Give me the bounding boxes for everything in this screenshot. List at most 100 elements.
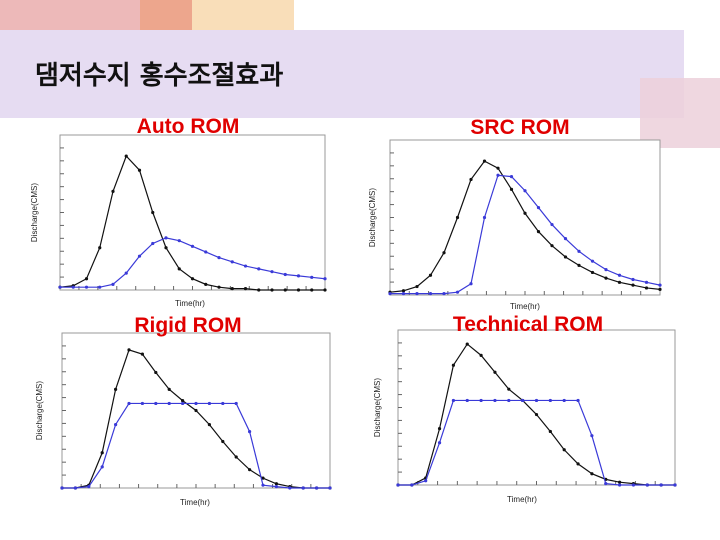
chart-title: SRC ROM bbox=[470, 116, 569, 139]
point bbox=[204, 250, 208, 254]
point bbox=[111, 282, 115, 286]
point bbox=[507, 387, 511, 391]
point bbox=[248, 430, 252, 434]
point bbox=[536, 206, 541, 210]
y-axis-label: Discharge(CMS) bbox=[368, 188, 377, 247]
point bbox=[301, 486, 305, 490]
y-axis-label: Discharge(CMS) bbox=[373, 378, 382, 437]
point bbox=[217, 255, 221, 260]
point bbox=[659, 483, 663, 487]
point bbox=[617, 280, 622, 284]
point bbox=[509, 175, 514, 179]
point bbox=[493, 398, 497, 403]
point bbox=[548, 429, 552, 434]
point bbox=[270, 288, 274, 292]
chart-title: Rigid ROM bbox=[134, 314, 241, 337]
point bbox=[221, 401, 225, 406]
point bbox=[243, 264, 248, 268]
point bbox=[618, 480, 622, 484]
plot-frame bbox=[59, 134, 326, 291]
point bbox=[261, 476, 265, 480]
slide-title: 댐저수지 홍수조절효과 bbox=[35, 61, 283, 91]
point bbox=[151, 241, 155, 246]
x-axis-label: Time(hr) bbox=[510, 302, 540, 311]
point bbox=[167, 401, 171, 406]
point bbox=[493, 370, 497, 374]
point bbox=[509, 187, 514, 191]
point bbox=[455, 290, 460, 294]
plot-frame bbox=[389, 139, 661, 296]
point bbox=[534, 398, 539, 403]
point bbox=[127, 348, 131, 352]
point bbox=[164, 236, 168, 240]
point bbox=[479, 353, 483, 357]
point bbox=[507, 398, 511, 403]
y-axis-label: Discharge(CMS) bbox=[35, 381, 44, 440]
point bbox=[673, 483, 677, 487]
point bbox=[310, 288, 314, 292]
point bbox=[401, 291, 406, 296]
x-axis-label: Time(hr) bbox=[180, 498, 210, 507]
point bbox=[190, 277, 195, 281]
point bbox=[604, 481, 608, 486]
point bbox=[257, 288, 261, 292]
point bbox=[230, 260, 234, 264]
point bbox=[114, 387, 118, 391]
point bbox=[310, 275, 314, 279]
point bbox=[167, 387, 171, 391]
point bbox=[645, 483, 649, 487]
point bbox=[296, 274, 301, 278]
point bbox=[140, 352, 144, 356]
y-axis-label: Discharge(CMS) bbox=[30, 183, 39, 242]
point bbox=[217, 285, 221, 289]
point bbox=[137, 168, 142, 172]
point bbox=[283, 288, 287, 292]
plot-frame bbox=[397, 329, 676, 486]
point bbox=[257, 267, 261, 271]
point bbox=[127, 401, 131, 406]
point bbox=[562, 448, 566, 452]
header-band bbox=[0, 30, 684, 118]
point bbox=[114, 422, 118, 427]
point bbox=[534, 412, 539, 417]
point bbox=[536, 229, 541, 234]
point bbox=[71, 285, 75, 289]
point bbox=[482, 215, 487, 220]
point bbox=[415, 291, 419, 296]
point bbox=[415, 284, 419, 289]
point bbox=[221, 439, 225, 444]
point bbox=[521, 398, 525, 403]
point bbox=[523, 189, 527, 193]
point bbox=[617, 273, 622, 277]
point bbox=[424, 479, 428, 483]
point bbox=[261, 483, 265, 487]
point bbox=[631, 283, 635, 287]
point bbox=[58, 285, 62, 289]
chart-title: Auto ROM bbox=[137, 115, 240, 138]
point bbox=[288, 486, 292, 490]
point bbox=[437, 427, 442, 431]
point bbox=[465, 342, 469, 346]
point bbox=[248, 468, 252, 472]
point bbox=[576, 462, 580, 466]
point bbox=[590, 259, 595, 263]
point bbox=[428, 273, 433, 277]
point bbox=[562, 398, 566, 403]
point bbox=[270, 270, 274, 274]
point bbox=[396, 483, 400, 487]
point bbox=[234, 401, 238, 406]
point bbox=[496, 166, 500, 170]
point bbox=[154, 401, 158, 406]
point bbox=[388, 291, 392, 296]
point bbox=[604, 268, 608, 272]
deco-block bbox=[640, 78, 720, 148]
point bbox=[190, 244, 195, 248]
point bbox=[590, 472, 594, 476]
point bbox=[323, 277, 327, 281]
point bbox=[577, 249, 581, 253]
point bbox=[315, 486, 319, 490]
point bbox=[428, 291, 433, 296]
point bbox=[590, 434, 594, 438]
point bbox=[296, 288, 301, 292]
